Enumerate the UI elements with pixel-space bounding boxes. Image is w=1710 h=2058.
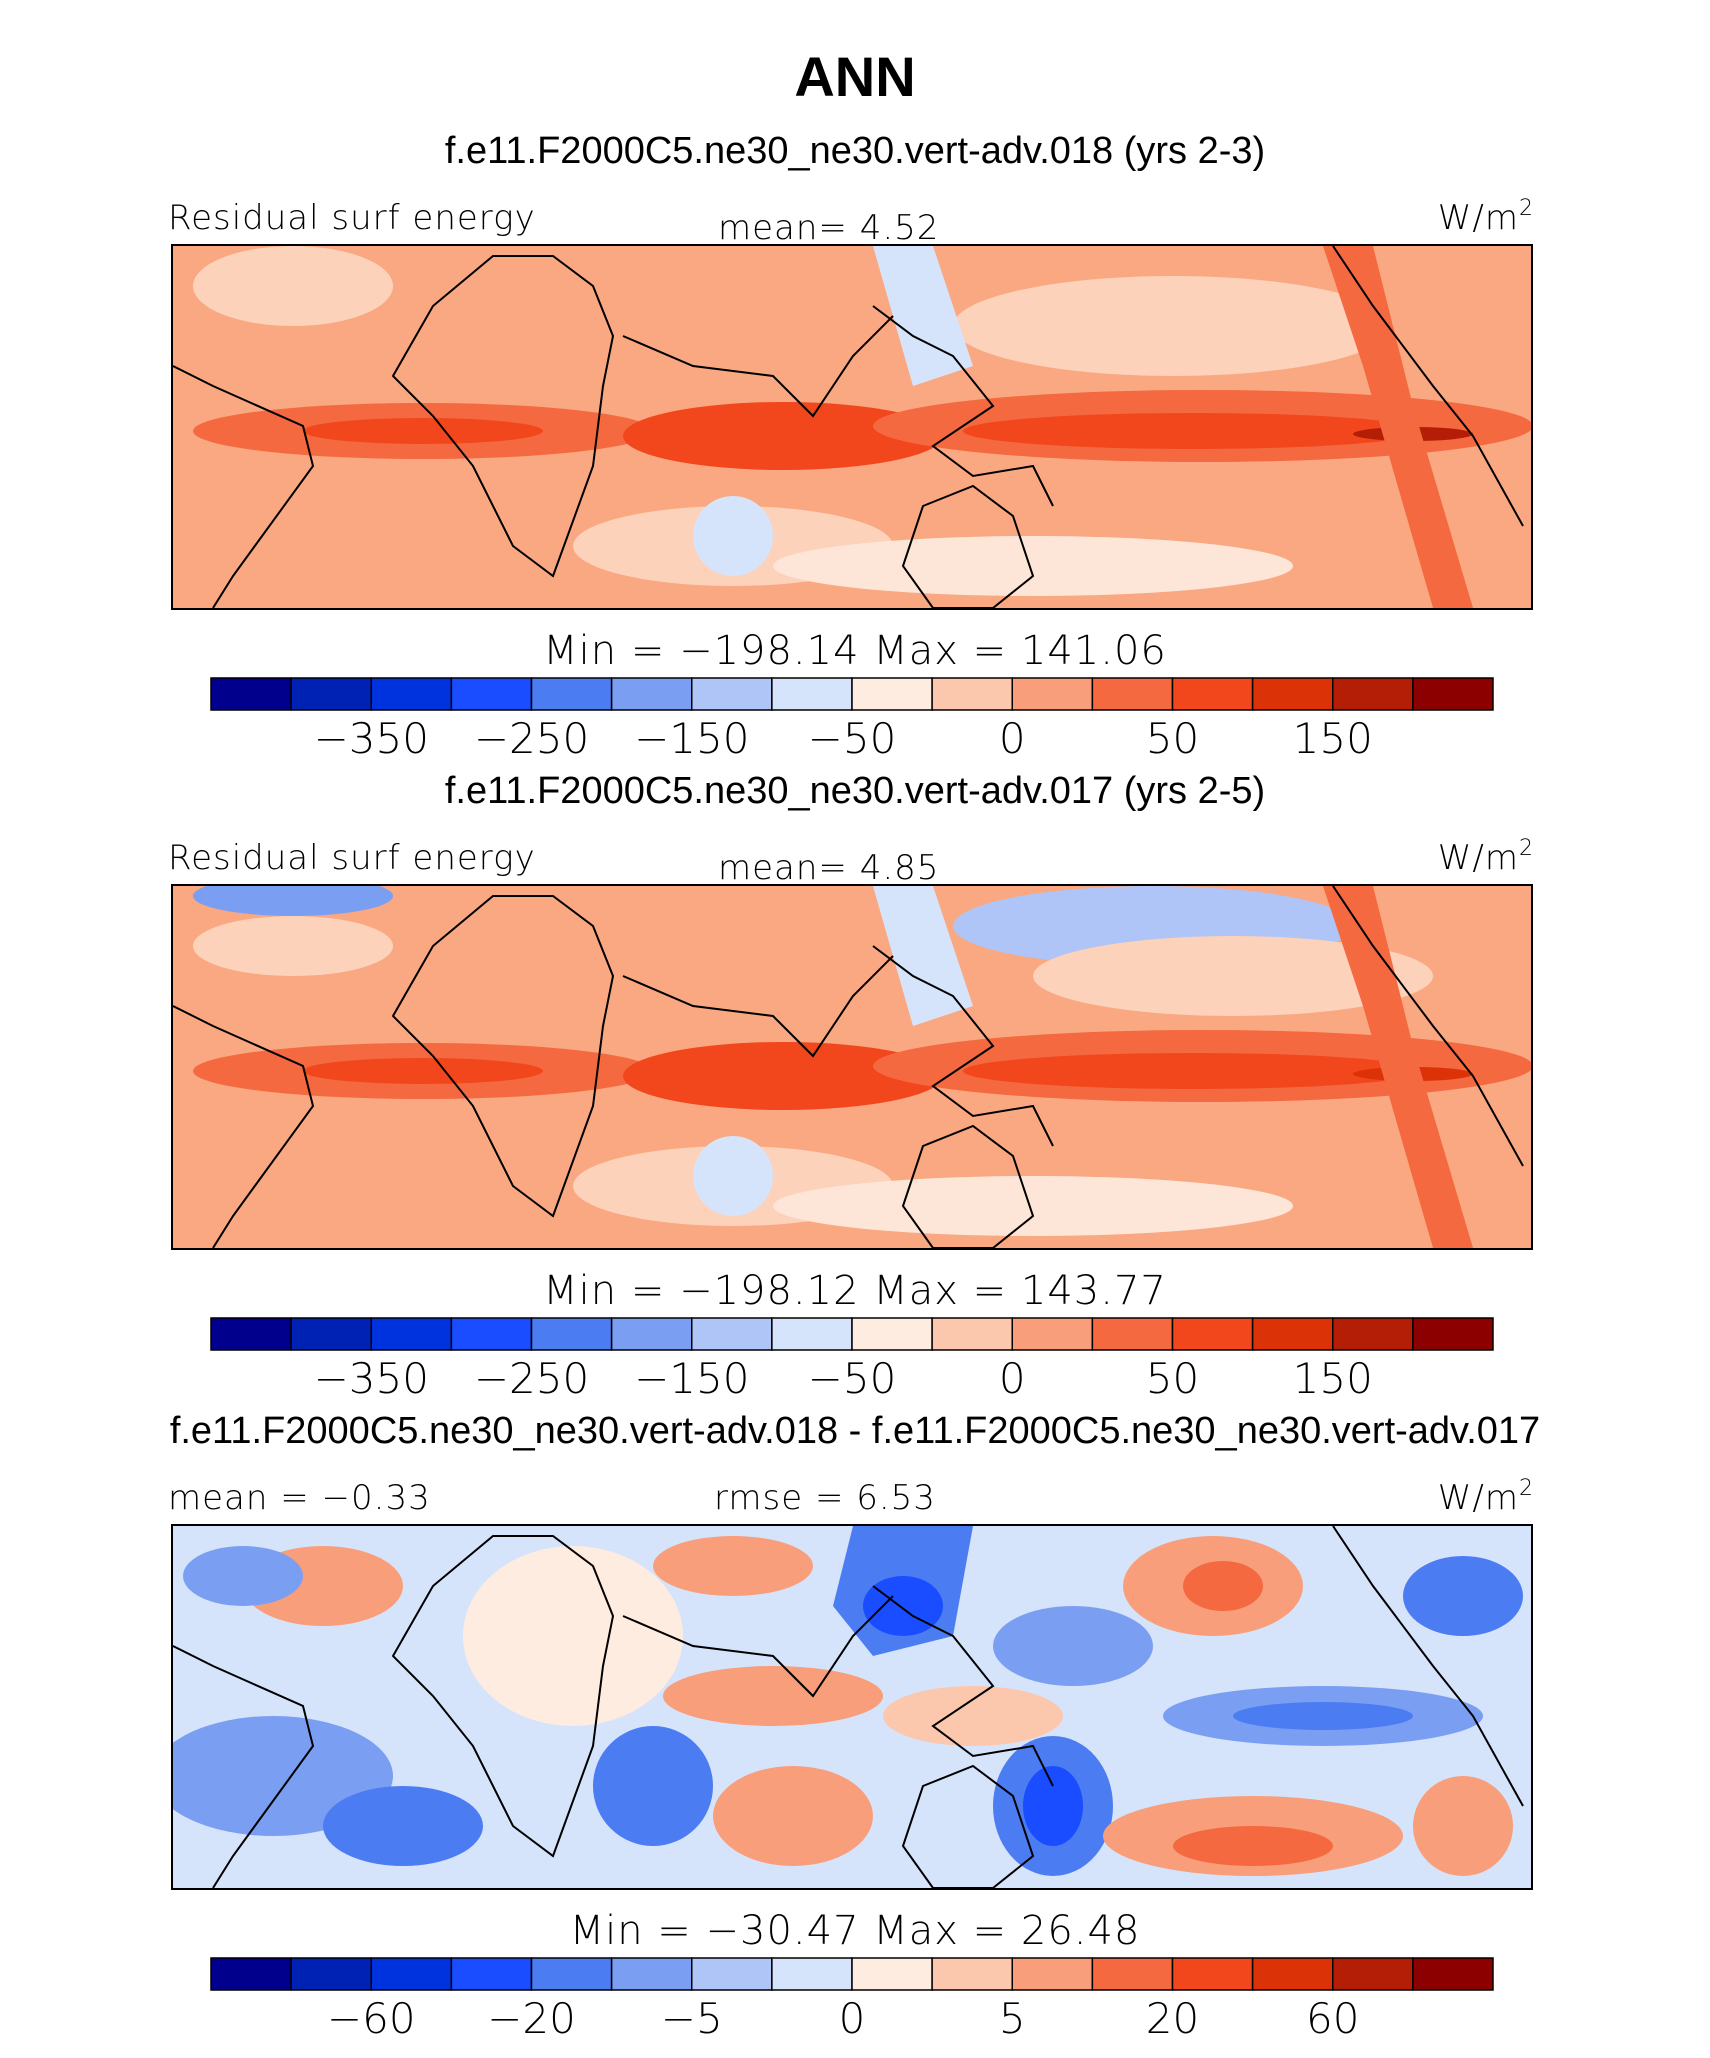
colorbar-box-1-11 (1011, 677, 1094, 711)
panel-2-colorbar (210, 1317, 1494, 1351)
colorbar-tick-3-2: −20 (487, 1994, 576, 2043)
colorbar-tick-3-5: 5 (998, 1994, 1026, 2043)
colorbar-box-3-15 (1332, 1957, 1414, 1991)
colorbar-box-2-11 (1011, 1317, 1094, 1351)
colorbar-tick-3-7: 60 (1306, 1994, 1360, 2043)
colorbar-box-3-14 (1251, 1957, 1334, 1991)
colorbar-box-2-6 (610, 1317, 693, 1351)
colorbar-tick-3-1: −60 (326, 1994, 416, 2043)
colorbar-box-1-10 (931, 677, 1013, 711)
panel-1-map (171, 244, 1533, 610)
panel-2-mean: mean= 4.85 (718, 848, 940, 888)
colorbar-box-2-5 (530, 1317, 613, 1351)
panel-3-units: W/m2 (1437, 1476, 1534, 1518)
panel-1-title: f.e11.F2000C5.ne30_ne30.vert-adv.018 (yr… (444, 130, 1266, 172)
colorbar-box-2-3 (370, 1317, 453, 1351)
colorbar-tick-2-2: −250 (473, 1354, 590, 1403)
colorbar-tick-1-3: −150 (634, 714, 750, 763)
colorbar-box-1-12 (1091, 677, 1174, 711)
panel-3-title: f.e11.F2000C5.ne30_ne30.vert-adv.018 - f… (169, 1410, 1541, 1452)
colorbar-tick-1-2: −250 (473, 714, 590, 763)
colorbar-tick-3-4: 0 (838, 1994, 866, 2043)
colorbar-box-3-5 (530, 1957, 613, 1991)
colorbar-box-1-6 (610, 677, 693, 711)
colorbar-tick-2-7: 150 (1292, 1354, 1373, 1403)
panel-2-map (171, 884, 1533, 1250)
colorbar-box-1-13 (1171, 677, 1254, 711)
colorbar-box-3-13 (1171, 1957, 1254, 1991)
colorbar-box-1-15 (1332, 677, 1414, 711)
colorbar-box-2-16 (1412, 1317, 1494, 1351)
colorbar-box-2-10 (931, 1317, 1013, 1351)
panel-3-map (171, 1524, 1533, 1890)
colorbar-tick-1-5: 0 (998, 714, 1026, 763)
colorbar-tick-2-5: 0 (998, 1354, 1026, 1403)
colorbar-box-3-3 (370, 1957, 453, 1991)
colorbar-tick-1-7: 150 (1292, 714, 1373, 763)
panel-2-title: f.e11.F2000C5.ne30_ne30.vert-adv.017 (yr… (444, 770, 1266, 812)
panel-3-colorbar (210, 1957, 1494, 1991)
colorbar-box-3-12 (1091, 1957, 1174, 1991)
panel-3-minmax: Min = −30.47 Max = 26.48 (569, 1908, 1141, 1954)
colorbar-box-2-2 (290, 1317, 372, 1351)
colorbar-box-3-9 (851, 1957, 933, 1991)
colorbar-box-1-14 (1251, 677, 1334, 711)
colorbar-tick-1-4: −50 (807, 714, 897, 763)
panel-2-variable: Residual surf energy (168, 838, 536, 878)
panel-3-mean: mean = −0.33 (168, 1478, 431, 1518)
colorbar-box-3-2 (290, 1957, 372, 1991)
colorbar-box-1-7 (691, 677, 773, 711)
panel-1-colorbar (210, 677, 1494, 711)
colorbar-box-1-5 (530, 677, 613, 711)
panel-1-mean: mean= 4.52 (718, 208, 940, 248)
colorbar-box-1-9 (851, 677, 933, 711)
colorbar-box-3-16 (1412, 1957, 1494, 1991)
colorbar-box-2-14 (1251, 1317, 1334, 1351)
colorbar-tick-2-3: −150 (634, 1354, 750, 1403)
colorbar-tick-3-6: 20 (1145, 1994, 1200, 2043)
panel-1-variable: Residual surf energy (168, 198, 536, 238)
colorbar-box-2-7 (691, 1317, 773, 1351)
colorbar-box-3-8 (771, 1957, 853, 1991)
colorbar-box-1-1 (210, 677, 292, 711)
colorbar-tick-1-1: −350 (313, 714, 429, 763)
panel-1-units: W/m2 (1437, 196, 1534, 238)
colorbar-box-3-6 (610, 1957, 693, 1991)
colorbar-tick-2-1: −350 (313, 1354, 429, 1403)
colorbar-tick-3-3: −5 (660, 1994, 723, 2043)
colorbar-box-1-3 (370, 677, 453, 711)
colorbar-tick-2-4: −50 (807, 1354, 897, 1403)
panel-1-minmax: Min = −198.14 Max = 141.06 (543, 628, 1167, 674)
colorbar-box-3-4 (450, 1957, 533, 1991)
colorbar-box-2-12 (1091, 1317, 1174, 1351)
colorbar-box-2-8 (771, 1317, 853, 1351)
colorbar-box-2-9 (851, 1317, 933, 1351)
colorbar-box-1-2 (290, 677, 372, 711)
colorbar-tick-1-6: 50 (1145, 714, 1200, 763)
colorbar-box-1-16 (1412, 677, 1494, 711)
colorbar-box-2-15 (1332, 1317, 1414, 1351)
colorbar-box-1-8 (771, 677, 853, 711)
colorbar-box-3-10 (931, 1957, 1013, 1991)
colorbar-box-2-4 (450, 1317, 533, 1351)
colorbar-box-3-7 (691, 1957, 773, 1991)
colorbar-box-2-13 (1171, 1317, 1254, 1351)
colorbar-box-1-4 (450, 677, 533, 711)
panel-2-units: W/m2 (1437, 836, 1534, 878)
colorbar-tick-2-6: 50 (1145, 1354, 1200, 1403)
panel-2-minmax: Min = −198.12 Max = 143.77 (543, 1268, 1167, 1314)
main-title: ANN (794, 45, 916, 108)
colorbar-box-3-1 (210, 1957, 292, 1991)
panel-3-rmse: rmse = 6.53 (714, 1478, 936, 1518)
colorbar-box-3-11 (1011, 1957, 1094, 1991)
colorbar-box-2-1 (210, 1317, 292, 1351)
